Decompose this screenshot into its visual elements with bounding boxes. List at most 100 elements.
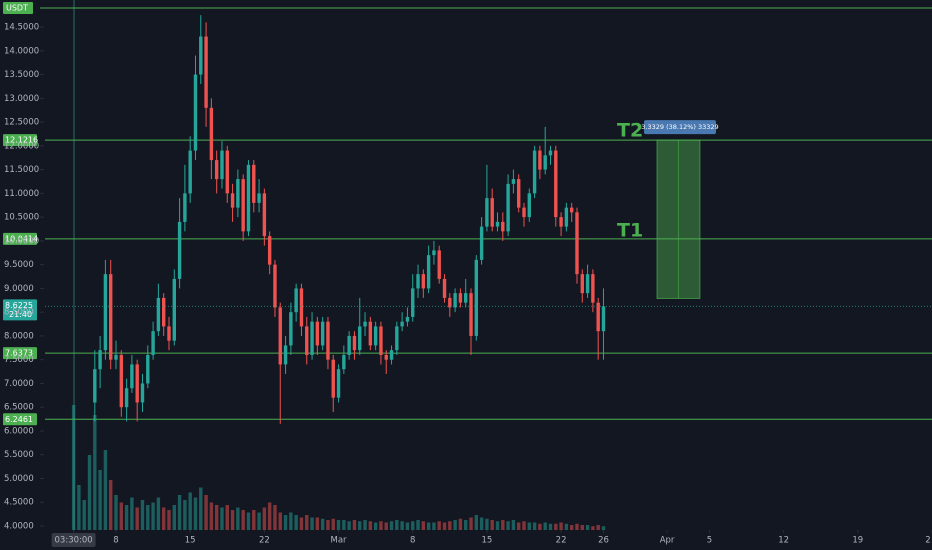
candle-body — [548, 150, 553, 156]
countdown-label: 21:40 — [9, 310, 32, 319]
volume-bar — [501, 520, 505, 530]
candle-body — [140, 383, 145, 403]
volume-bar — [511, 520, 516, 530]
volume-bar — [283, 515, 288, 530]
volume-bar — [220, 507, 224, 530]
volume-bar — [214, 505, 219, 530]
volume-bar — [262, 507, 267, 530]
volume-bar — [305, 515, 309, 530]
candle-body — [395, 326, 399, 351]
candle-body — [230, 193, 235, 208]
candle-body — [448, 297, 452, 308]
candle-body — [373, 326, 378, 346]
y-tick-label: 12.5000 — [4, 118, 39, 128]
volume-bar — [236, 507, 240, 530]
volume-bar — [93, 415, 97, 530]
volume-bar — [140, 500, 145, 530]
y-tick-label: 5.0000 — [4, 474, 34, 484]
candle-body — [109, 274, 113, 360]
candle-body — [246, 164, 251, 232]
y-tick-label: 7.5000 — [4, 355, 34, 365]
candle-body — [305, 326, 309, 355]
candle-body — [453, 293, 457, 308]
candle-body — [389, 350, 394, 360]
volume-bar — [87, 455, 92, 530]
candle-body — [352, 335, 357, 351]
candle-body — [167, 326, 171, 341]
y-tick-label: 13.0000 — [4, 94, 39, 104]
candle-body — [442, 278, 447, 298]
volume-bar — [225, 505, 229, 530]
candle-body — [532, 150, 537, 194]
volume-bar — [246, 512, 251, 530]
candle-body — [262, 193, 267, 237]
candle-body — [172, 278, 176, 341]
y-tick-label: 14.0000 — [4, 46, 39, 56]
last-price-label: 8.6225 — [5, 301, 33, 310]
volume-bar — [172, 505, 176, 530]
volume-bar — [559, 522, 563, 530]
volume-bar — [400, 521, 404, 530]
level-label: 10.0414 — [5, 234, 38, 243]
candle-body — [135, 364, 139, 403]
volume-bar — [554, 523, 558, 530]
candle-body — [426, 255, 431, 289]
candle-body — [421, 274, 426, 289]
x-tick-label: 2 — [925, 536, 930, 546]
volume-bar — [411, 521, 415, 530]
price-pane: USDT 12.1216 10.0414 7.6373 6.2461 3.3329 (38… — [3, 2, 932, 426]
level-label: 6.2461 — [5, 415, 33, 424]
volume-bar — [601, 526, 606, 530]
candle-body — [384, 354, 388, 360]
candle-body — [199, 36, 203, 75]
candle-body — [363, 321, 367, 327]
volume-bar — [199, 487, 203, 530]
volume-bar — [331, 518, 335, 530]
candle-body — [310, 321, 314, 355]
candle-body — [358, 326, 362, 351]
volume-bar — [193, 497, 198, 530]
volume-bar — [177, 495, 182, 530]
volume-bar — [167, 510, 171, 530]
volume-bar — [151, 502, 155, 530]
volume-bar — [156, 497, 161, 530]
volume-bar — [569, 525, 574, 530]
volume-bar — [98, 470, 102, 530]
candle-body — [485, 198, 489, 227]
volume-bar — [273, 505, 277, 530]
candle-body — [596, 302, 600, 332]
volume-bar — [315, 517, 320, 530]
volume-bar — [538, 523, 542, 530]
volume-bar — [591, 526, 595, 530]
volume-bar — [146, 505, 150, 530]
volume-bar — [490, 520, 494, 530]
annotation: T1 — [617, 220, 643, 242]
candle-body — [225, 150, 229, 194]
candle-body — [204, 36, 208, 108]
y-tick-label: 11.0000 — [4, 189, 39, 199]
volume-bar — [448, 521, 452, 530]
volume-bar — [548, 523, 553, 530]
volume-bar — [82, 500, 86, 530]
x-tick-label: 8 — [410, 536, 415, 546]
volume-bar — [358, 521, 362, 530]
candle-body — [368, 321, 373, 346]
volume-bar — [257, 512, 261, 530]
level-box — [3, 134, 37, 147]
volume-bar — [384, 522, 388, 530]
volume-bar — [252, 510, 256, 530]
x-tick-label: Mar — [331, 536, 348, 546]
volume-bar — [458, 518, 463, 530]
volume-bar — [103, 450, 108, 530]
y-tick-label: 5.5000 — [4, 450, 34, 460]
candle-body — [151, 331, 155, 355]
candle-body — [490, 198, 494, 227]
candle-body — [220, 150, 224, 180]
candle-body — [267, 236, 272, 265]
candle-body — [511, 179, 516, 184]
y-tick-label: 10.5000 — [4, 213, 39, 223]
volume-bar — [405, 522, 410, 530]
y-tick-label: 9.0000 — [4, 284, 34, 294]
volume-bar — [267, 502, 272, 530]
x-tick-label: 22 — [259, 536, 270, 546]
